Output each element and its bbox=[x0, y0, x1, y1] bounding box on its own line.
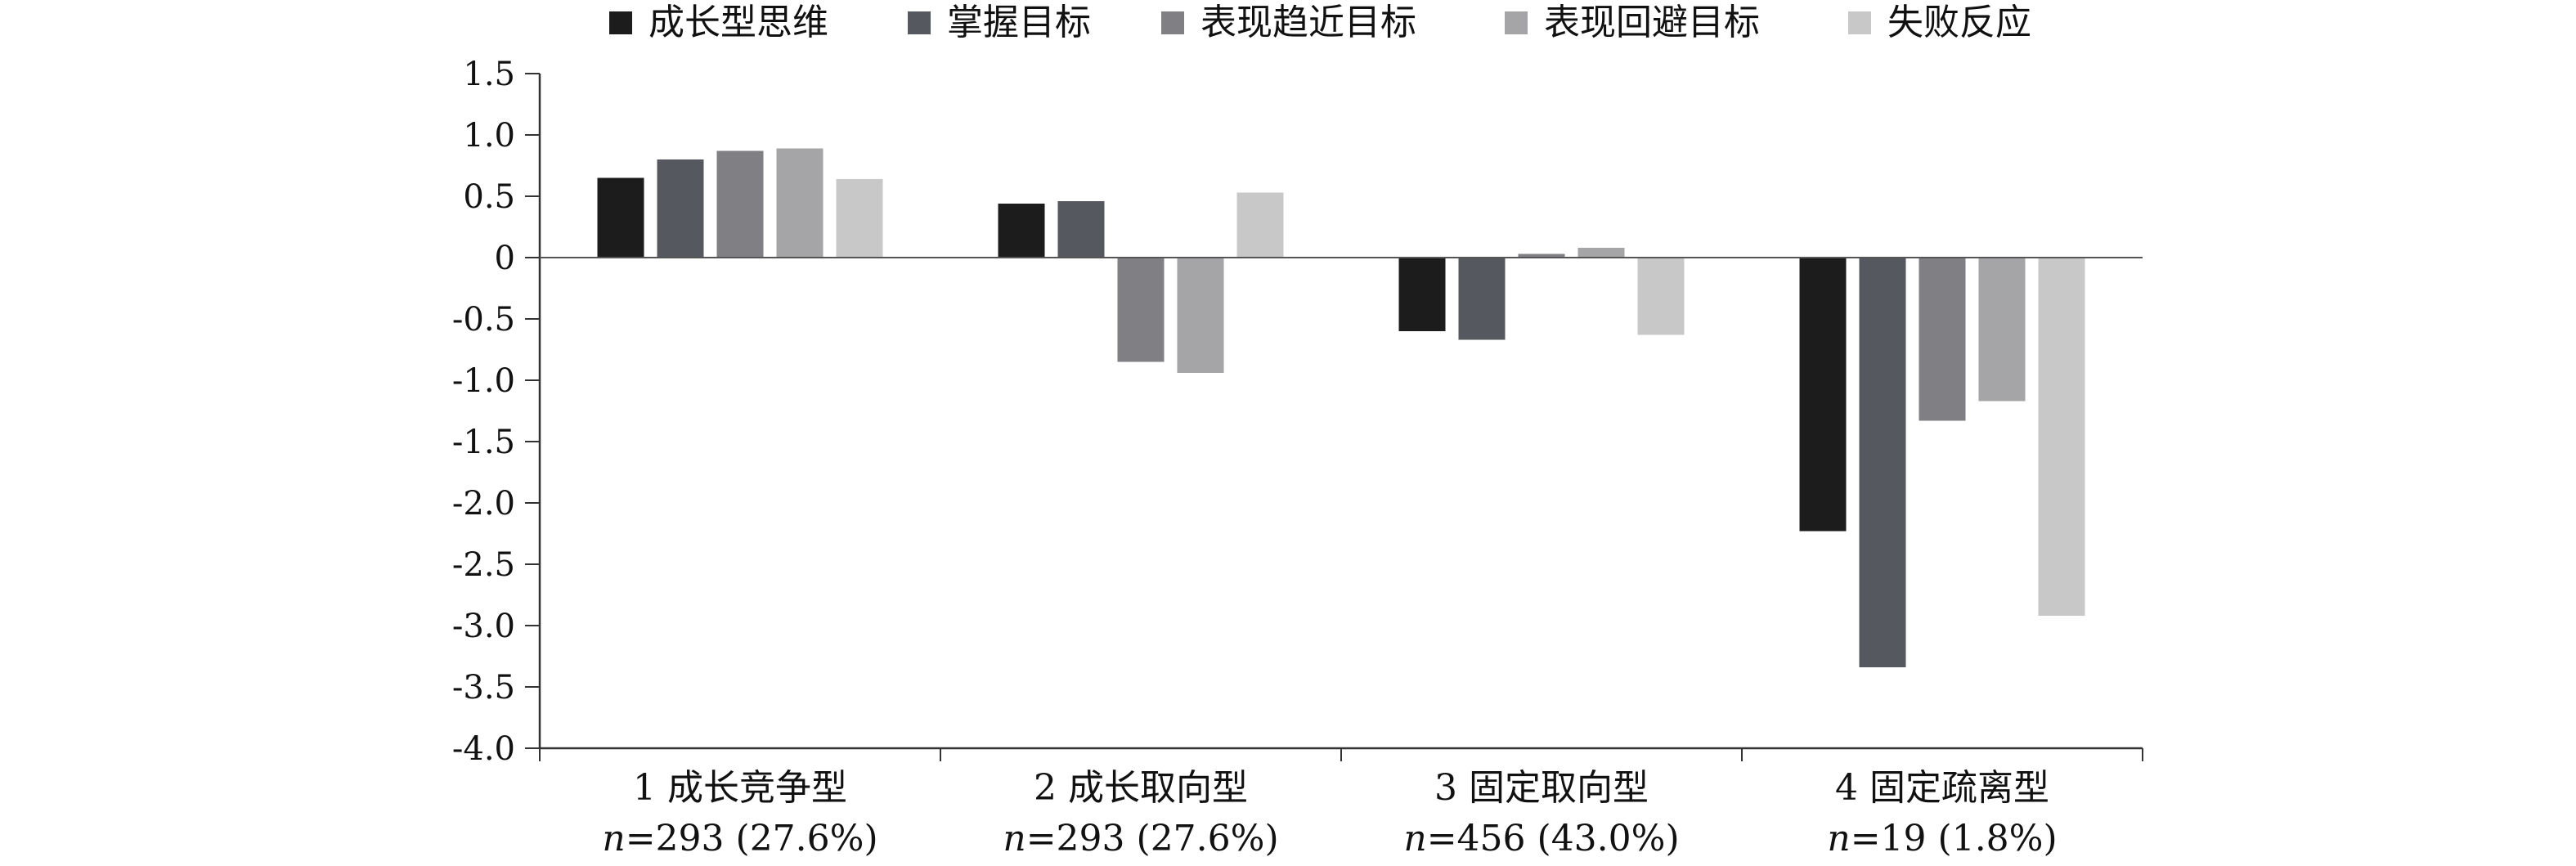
x-tick-label: 4 固定疏离型 bbox=[1835, 767, 2049, 809]
bar bbox=[1057, 201, 1105, 258]
y-tick-label: -2.0 bbox=[452, 485, 515, 523]
bar bbox=[1577, 248, 1625, 258]
y-axis: 1.5 1.0 0.5 0 -0.5 -1.0 -1.5 -2.0 -2.5 -3.0 -3.5 -4… bbox=[452, 56, 540, 768]
legend-label: 表现趋近目标 bbox=[1200, 2, 1416, 43]
y-tick-label: 0 bbox=[495, 240, 515, 277]
bars bbox=[597, 148, 2085, 667]
y-tick-label: -1.5 bbox=[452, 424, 515, 461]
legend-item: 表现趋近目标 bbox=[1161, 2, 1416, 43]
legend: 成长型思维 掌握目标 表现趋近目标 表现回避目标 失败反应 bbox=[609, 2, 2031, 43]
n-symbol: n bbox=[602, 818, 625, 859]
x-tick-label: 1 成长竞争型 bbox=[633, 767, 847, 809]
bar bbox=[1799, 258, 1847, 532]
sample-size-label: n=293 (27.6%) bbox=[602, 818, 877, 859]
bar bbox=[716, 150, 764, 258]
sample-size-label: n=456 (43.0%) bbox=[1403, 818, 1679, 859]
n-symbol: n bbox=[1827, 818, 1850, 859]
x-tick-label: 2 成长取向型 bbox=[1034, 767, 1248, 809]
bar bbox=[1637, 258, 1685, 335]
legend-swatch bbox=[1505, 11, 1528, 34]
y-tick-label: -2.5 bbox=[452, 546, 515, 584]
n-symbol: n bbox=[1403, 818, 1426, 859]
sample-size-label: n=19 (1.8%) bbox=[1827, 818, 2057, 859]
bar bbox=[1859, 258, 1906, 667]
legend-swatch bbox=[1161, 11, 1184, 34]
legend-item: 失败反应 bbox=[1848, 2, 2031, 43]
bar bbox=[1117, 258, 1165, 362]
bar bbox=[836, 179, 883, 258]
n-value: =456 (43.0%) bbox=[1427, 818, 1680, 859]
n-symbol: n bbox=[1003, 818, 1025, 859]
legend-label: 成长型思维 bbox=[648, 2, 828, 43]
x-tick-label: 3 固定取向型 bbox=[1434, 767, 1649, 809]
y-tick-label: 1.5 bbox=[463, 56, 515, 93]
sample-size-label: n=293 (27.6%) bbox=[1003, 818, 1278, 859]
y-tick-label: -3.5 bbox=[452, 669, 515, 707]
bar bbox=[1177, 258, 1224, 373]
y-tick-label: -4.0 bbox=[452, 730, 515, 768]
y-tick-label: 1.0 bbox=[463, 117, 515, 155]
y-tick-label: -1.0 bbox=[452, 362, 515, 400]
legend-item: 掌握目标 bbox=[908, 2, 1091, 43]
bar bbox=[1518, 254, 1565, 258]
bar bbox=[1398, 258, 1446, 331]
legend-item: 表现回避目标 bbox=[1505, 2, 1760, 43]
legend-item: 成长型思维 bbox=[609, 2, 828, 43]
bar bbox=[2038, 258, 2085, 616]
legend-label: 表现回避目标 bbox=[1544, 2, 1760, 43]
y-tick-label: 0.5 bbox=[463, 178, 515, 216]
bar bbox=[597, 177, 644, 258]
n-value: =19 (1.8%) bbox=[1851, 818, 2058, 859]
bar bbox=[1458, 258, 1506, 340]
bar bbox=[1236, 192, 1284, 258]
legend-swatch bbox=[1848, 11, 1871, 34]
legend-label: 失败反应 bbox=[1887, 2, 2031, 43]
legend-label: 掌握目标 bbox=[947, 2, 1091, 43]
bar bbox=[776, 148, 824, 258]
bar bbox=[1919, 258, 1966, 421]
y-tick-label: -3.0 bbox=[452, 608, 515, 645]
bar bbox=[1978, 258, 2026, 402]
n-value: =293 (27.6%) bbox=[626, 818, 878, 859]
bar bbox=[657, 159, 704, 258]
y-tick-label: -0.5 bbox=[452, 301, 515, 339]
n-value: =293 (27.6%) bbox=[1026, 818, 1279, 859]
legend-swatch bbox=[609, 11, 632, 34]
bar bbox=[998, 204, 1045, 258]
legend-swatch bbox=[908, 11, 931, 34]
